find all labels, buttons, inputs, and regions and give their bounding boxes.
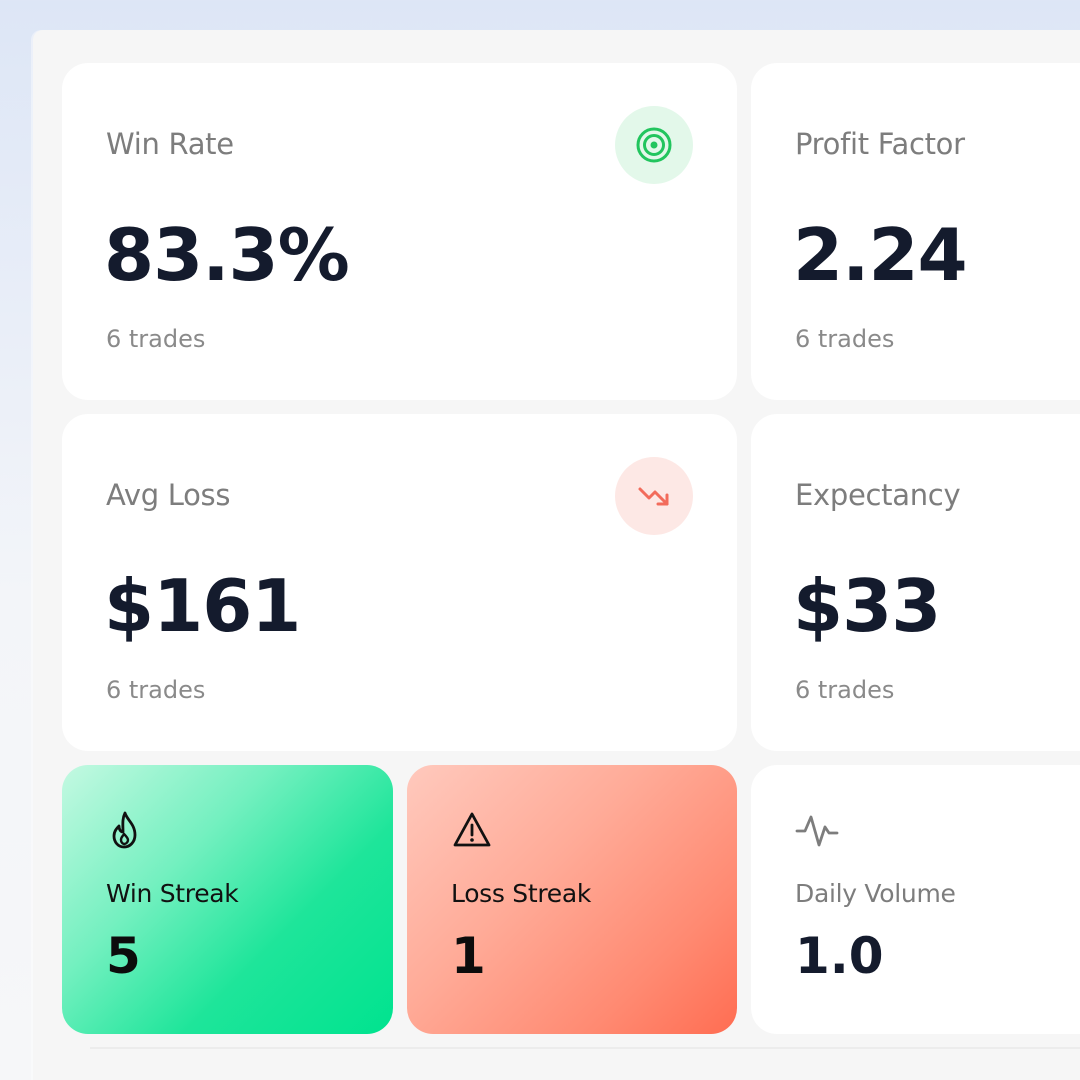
card-label: Avg Loss xyxy=(106,478,231,512)
card-value: 1.0 xyxy=(795,927,884,985)
flame-icon xyxy=(106,809,146,853)
loss-streak-card[interactable]: Loss Streak 1 xyxy=(407,765,737,1034)
card-subtext: 6 trades xyxy=(795,676,895,704)
divider xyxy=(90,1047,1080,1049)
activity-icon xyxy=(795,809,839,853)
card-label: Daily Volume xyxy=(795,879,956,908)
card-value: $161 xyxy=(104,564,301,648)
daily-volume-card[interactable]: Daily Volume 1.0 xyxy=(751,765,1080,1034)
win-streak-card[interactable]: Win Streak 5 xyxy=(62,765,393,1034)
card-label: Loss Streak xyxy=(451,879,592,908)
card-label: Win Rate xyxy=(106,127,234,161)
avg-loss-card[interactable]: Avg Loss $161 6 trades xyxy=(62,414,737,751)
card-subtext: 6 trades xyxy=(106,325,206,353)
card-value: 2.24 xyxy=(793,213,968,297)
card-value: 5 xyxy=(106,927,141,985)
card-label: Profit Factor xyxy=(795,127,965,161)
trending-down-icon xyxy=(615,457,693,535)
target-icon xyxy=(615,106,693,184)
card-value: $33 xyxy=(793,564,941,648)
card-value: 83.3% xyxy=(104,213,350,297)
win-rate-card[interactable]: Win Rate 83.3% 6 trades xyxy=(62,63,737,400)
card-subtext: 6 trades xyxy=(106,676,206,704)
card-value: 1 xyxy=(451,927,486,985)
card-label: Win Streak xyxy=(106,879,239,908)
profit-factor-card[interactable]: Profit Factor 2.24 6 trades xyxy=(751,63,1080,400)
card-subtext: 6 trades xyxy=(795,325,895,353)
warning-icon xyxy=(451,809,491,853)
card-label: Expectancy xyxy=(795,478,961,512)
expectancy-card[interactable]: Expectancy $33 6 trades xyxy=(751,414,1080,751)
